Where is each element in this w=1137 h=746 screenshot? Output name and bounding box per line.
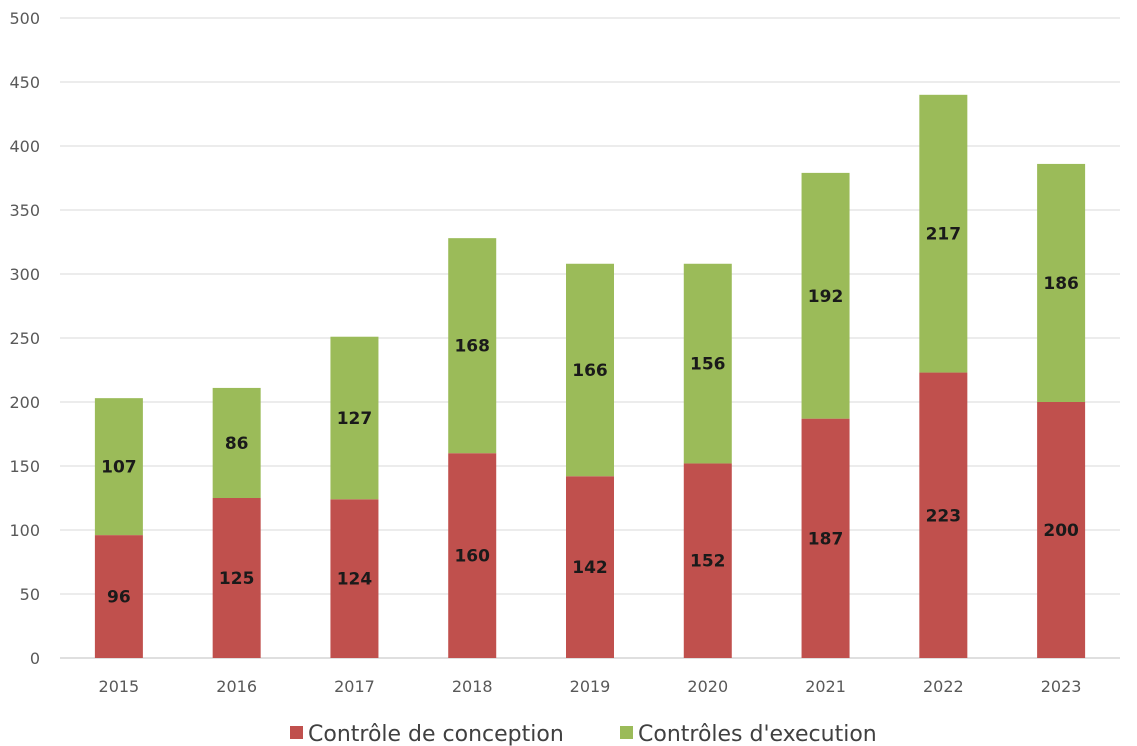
bar-conception-2017 bbox=[330, 499, 379, 658]
legend: Contrôle de conception Contrôles d'execut… bbox=[290, 722, 877, 746]
data-label: 160 bbox=[454, 547, 490, 567]
bar-conception-2021 bbox=[801, 418, 850, 658]
bar-execution-2019 bbox=[566, 263, 614, 477]
x-tick-label: 2021 bbox=[805, 677, 846, 696]
y-tick-label: 500 bbox=[9, 9, 40, 28]
bar-execution-2020 bbox=[683, 263, 732, 464]
bar-execution-2018 bbox=[448, 238, 497, 454]
data-label: 107 bbox=[101, 458, 137, 478]
bar-execution-2016 bbox=[212, 387, 261, 498]
x-tick-label: 2018 bbox=[452, 677, 493, 696]
y-tick-label: 250 bbox=[9, 329, 40, 348]
bar-conception-2020 bbox=[683, 463, 732, 658]
x-tick-label: 2019 bbox=[570, 677, 611, 696]
data-label: 124 bbox=[337, 570, 373, 590]
data-label: 152 bbox=[690, 552, 726, 572]
x-tick-label: 2022 bbox=[923, 677, 964, 696]
legend-label: Contrôle de conception bbox=[308, 722, 564, 746]
x-tick-label: 2023 bbox=[1041, 677, 1082, 696]
data-labels: 96 107 125 86 124 127 160 168 142 166 152 156 187 192… bbox=[101, 225, 1079, 608]
bar-execution-2023 bbox=[1037, 163, 1086, 402]
y-tick-label: 350 bbox=[9, 201, 40, 220]
legend-swatch bbox=[620, 726, 633, 739]
y-tick-label: 0 bbox=[30, 649, 40, 668]
data-label: 96 bbox=[107, 588, 131, 608]
data-label: 166 bbox=[572, 361, 608, 381]
bar-execution-2015 bbox=[94, 398, 143, 536]
bar-conception-2015 bbox=[94, 535, 143, 658]
data-label: 187 bbox=[808, 529, 844, 549]
legend-swatch bbox=[290, 726, 303, 739]
data-label: 156 bbox=[690, 355, 726, 375]
data-label: 200 bbox=[1043, 521, 1079, 541]
legend-item-execution: Contrôles d'execution bbox=[620, 722, 877, 746]
bar-conception-2019 bbox=[566, 476, 614, 658]
x-tick-label: 2016 bbox=[216, 677, 257, 696]
y-tick-label: 200 bbox=[9, 393, 40, 412]
bar-conception-2022 bbox=[919, 372, 968, 658]
y-axis-ticks: 0 50 100 150 200 250 300 350 400 450 500 bbox=[9, 9, 40, 668]
y-tick-label: 400 bbox=[9, 137, 40, 156]
x-axis-ticks: 2015 2016 2017 2018 2019 2020 2021 2022 2023 bbox=[99, 677, 1082, 696]
data-label: 168 bbox=[454, 337, 490, 357]
y-tick-label: 150 bbox=[9, 457, 40, 476]
data-label: 125 bbox=[219, 569, 255, 589]
data-label: 86 bbox=[225, 434, 249, 454]
data-label: 142 bbox=[572, 558, 608, 578]
y-tick-label: 50 bbox=[20, 585, 40, 604]
data-label: 186 bbox=[1043, 274, 1079, 294]
bar-execution-2022 bbox=[919, 94, 968, 373]
bar-execution-2021 bbox=[801, 172, 850, 419]
y-tick-label: 100 bbox=[9, 521, 40, 540]
bars bbox=[94, 94, 1086, 658]
y-tick-label: 450 bbox=[9, 73, 40, 92]
legend-label: Contrôles d'execution bbox=[638, 722, 877, 746]
data-label: 192 bbox=[808, 287, 844, 307]
bar-execution-2017 bbox=[330, 336, 379, 500]
legend-item-conception: Contrôle de conception bbox=[290, 722, 564, 746]
x-tick-label: 2017 bbox=[334, 677, 375, 696]
bar-conception-2018 bbox=[448, 453, 497, 658]
bar-conception-2023 bbox=[1037, 402, 1086, 658]
data-label: 223 bbox=[926, 506, 962, 526]
data-label: 127 bbox=[337, 409, 373, 429]
x-tick-label: 2020 bbox=[687, 677, 728, 696]
data-label: 217 bbox=[926, 225, 962, 245]
y-tick-label: 300 bbox=[9, 265, 40, 284]
bar-conception-2016 bbox=[212, 498, 261, 658]
x-tick-label: 2015 bbox=[99, 677, 140, 696]
